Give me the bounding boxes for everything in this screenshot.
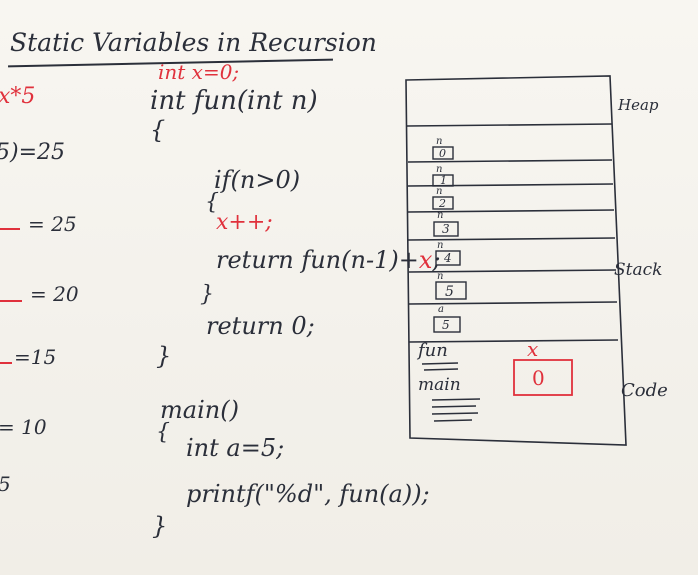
frame-var-label: a bbox=[438, 304, 444, 315]
static-var-box bbox=[513, 359, 573, 396]
stack-line-3 bbox=[407, 209, 615, 213]
frame-var-label: n bbox=[436, 136, 442, 147]
frame-a5: a 5 bbox=[433, 304, 461, 333]
frame-n2: n 2 bbox=[432, 186, 454, 210]
calc-underline-2 bbox=[0, 300, 22, 302]
heap-label: Heap bbox=[617, 96, 659, 114]
static-var-name: x bbox=[527, 337, 538, 361]
calc-line-3: = 20 bbox=[30, 282, 79, 306]
frame-var-label: n bbox=[437, 240, 443, 251]
frame-var-label: n bbox=[436, 164, 442, 175]
calc-line-4: =15 bbox=[14, 345, 57, 369]
code-return-zero: return 0; bbox=[206, 312, 315, 340]
code-global-decl: int x=0; bbox=[158, 60, 240, 84]
stack-label: Stack bbox=[614, 260, 662, 280]
frame-n0: n 0 bbox=[432, 136, 454, 160]
frame-n4: n 4 bbox=[435, 240, 461, 266]
calc-line-6: 5 bbox=[0, 472, 11, 496]
code-main-label: main bbox=[418, 375, 461, 395]
calc-underline-1 bbox=[0, 228, 20, 230]
frame-n3: n 3 bbox=[433, 210, 459, 237]
memory-outline bbox=[405, 75, 627, 446]
code-open-brace: { bbox=[150, 116, 166, 144]
code-if-close-brace: } bbox=[200, 282, 214, 307]
code-main-close-brace: } bbox=[152, 512, 168, 540]
code-fun-signature: int fun(int n) bbox=[150, 86, 318, 116]
page-title: Static Variables in Recursion bbox=[10, 28, 377, 57]
calc-top: x*5 bbox=[0, 84, 36, 109]
calc-line-2: = 25 bbox=[28, 212, 77, 236]
frame-value: 4 bbox=[443, 251, 452, 265]
stack-line-6 bbox=[408, 301, 618, 305]
code-if-open-brace: { bbox=[205, 190, 219, 215]
code-return-x: x bbox=[418, 246, 433, 274]
calc-line-5: = 10 bbox=[0, 415, 47, 439]
memory-border bbox=[405, 75, 627, 446]
stack-line-4 bbox=[407, 237, 616, 241]
code-main-signature: main() bbox=[160, 396, 239, 424]
code-return-recursive-text: return fun(n-1)+ bbox=[216, 246, 419, 274]
stack-line-1 bbox=[407, 159, 613, 163]
code-return-recursive: return fun(n-1)+x; bbox=[216, 246, 440, 274]
code-label: Code bbox=[621, 380, 668, 401]
calc-underline-3 bbox=[0, 362, 12, 364]
code-printf: printf("%d", fun(a)); bbox=[186, 480, 430, 508]
stack-line-5 bbox=[408, 269, 617, 273]
frame-var-label: n bbox=[437, 271, 443, 282]
code-main-open-brace: { bbox=[156, 420, 170, 445]
frame-value: 5 bbox=[442, 318, 450, 332]
fun-code-lines bbox=[421, 362, 459, 371]
frame-var-label: n bbox=[437, 210, 443, 221]
code-increment: x++; bbox=[216, 210, 273, 235]
frame-value: 2 bbox=[438, 197, 446, 210]
main-code-lines bbox=[431, 398, 481, 422]
code-fun-label: fun bbox=[416, 340, 448, 361]
static-var-value: 0 bbox=[532, 366, 545, 390]
frame-value: 5 bbox=[445, 284, 454, 300]
code-int-a: int a=5; bbox=[186, 434, 285, 462]
frame-n5: n 5 bbox=[435, 271, 467, 300]
frame-value: 1 bbox=[440, 174, 447, 187]
frame-value: 3 bbox=[442, 222, 450, 236]
frame-n1: n 1 bbox=[432, 164, 454, 187]
frame-value: 0 bbox=[439, 147, 446, 160]
frame-var-label: n bbox=[436, 186, 442, 197]
section-labels: Heap Stack Code bbox=[614, 96, 668, 401]
code-if-line: if(n>0) bbox=[214, 166, 301, 194]
calc-line-1: 5)=25 bbox=[0, 140, 66, 165]
stack-code-divider bbox=[408, 339, 619, 343]
heap-divider bbox=[406, 123, 613, 127]
stack-frames: n 0 n 1 n 2 n 3 n 4 bbox=[432, 136, 467, 333]
code-section: fun main x 0 bbox=[416, 337, 573, 422]
code-close-brace: } bbox=[156, 342, 172, 370]
